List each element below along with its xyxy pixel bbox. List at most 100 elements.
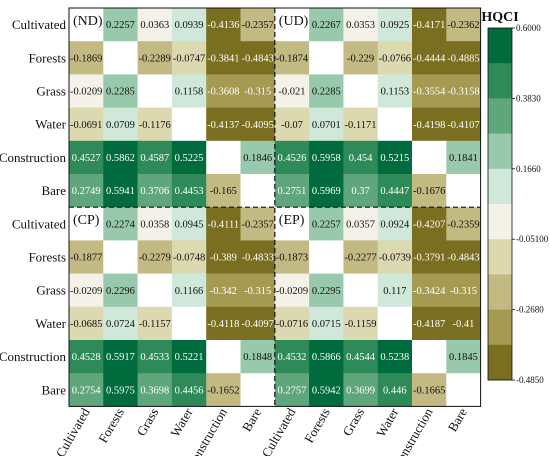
heatmap-cell (240, 207, 276, 241)
cell-value-label: -0.4095 (241, 120, 273, 131)
cell-value-label: -0.4843 (241, 53, 273, 64)
row-label: Water (35, 316, 66, 331)
panel-label: (CP) (73, 213, 100, 228)
heatmap-cell (377, 207, 413, 241)
cell-value-label: -0.3841 (207, 53, 239, 64)
colorbar-step (488, 63, 512, 99)
cell-value-label: -0.4833 (241, 253, 273, 264)
heatmap-cell (412, 240, 447, 274)
heatmap-cell (343, 41, 378, 75)
heatmap-cell (103, 340, 138, 374)
heatmap-cell (171, 174, 207, 208)
cell-value-label: 0.4526 (278, 153, 307, 164)
heatmap-cell (240, 107, 276, 142)
cell-value-label: 0.0939 (175, 20, 204, 31)
heatmap-cell (69, 240, 104, 274)
row-label: Construction (0, 150, 66, 165)
cell-value-label: 0.0353 (346, 20, 375, 31)
heatmap-cell (309, 174, 344, 208)
heatmap-cell (309, 306, 344, 341)
heatmap-cell (412, 174, 447, 208)
heatmap-cell (206, 107, 241, 142)
cell-value-label: 0.1845 (449, 352, 478, 363)
heatmap-cell-empty (171, 107, 207, 142)
heatmap-cell-empty (206, 140, 241, 175)
heatmap-cell (69, 107, 104, 142)
cell-value-label: 0.2267 (312, 20, 341, 31)
panel-dividers (69, 8, 481, 407)
heatmap-cell-empty (446, 373, 481, 407)
heatmap-cell-empty (377, 107, 413, 142)
row-label: Grass (36, 84, 66, 99)
cell-value-label: -0.0209 (70, 286, 102, 297)
heatmap-cell (309, 8, 344, 42)
cell-value-label: 0.0701 (312, 120, 341, 131)
heatmap-cell (274, 107, 310, 142)
column-label: Grass (339, 405, 367, 438)
column-label: Water (167, 405, 196, 440)
row-label: Cultivated (12, 17, 67, 32)
cell-value-label: -0.4097 (241, 319, 273, 330)
cell-value-label: -0.0716 (276, 319, 308, 330)
heatmap-cell-empty (137, 273, 173, 308)
cell-value-label: 0.0358 (140, 219, 169, 230)
colorbar-title: HQCI (481, 10, 518, 25)
cell-value-label: -0.4843 (447, 253, 479, 264)
heatmap-cell (137, 306, 173, 341)
cell-value-label: -0.1159 (345, 319, 377, 330)
colorbar-step (488, 98, 512, 134)
row-label: Water (35, 117, 66, 132)
column-label: Bare (445, 405, 470, 434)
cell-value-label: 0.4528 (72, 352, 101, 363)
row-label: Construction (0, 349, 66, 364)
heatmap-cell (240, 340, 276, 374)
heatmap-cell (137, 41, 173, 75)
heatmap-cell (377, 41, 413, 75)
heatmap-cell (69, 273, 104, 308)
heatmap-cell (446, 107, 481, 142)
cell-value-label: -0.1171 (345, 120, 377, 131)
heatmap-cell (137, 207, 173, 241)
cell-value-label: -0.3424 (413, 286, 446, 297)
heatmap-cell (206, 8, 241, 42)
cell-value-label: -0.4107 (447, 120, 479, 131)
cell-value-label: 0.3698 (140, 385, 169, 396)
heatmap-cells (69, 8, 481, 407)
cell-value-label: 0.0925 (380, 20, 409, 31)
heatmap-cell (171, 207, 207, 241)
heatmap-cell (103, 8, 138, 42)
colorbar-frame (487, 27, 513, 381)
row-label: Forests (28, 250, 66, 265)
heatmap-cell-empty (206, 340, 241, 374)
colorbar-step (488, 204, 512, 240)
heatmap-cell (343, 207, 378, 241)
cell-value-label: 0.1158 (175, 87, 204, 98)
heatmap-cell-empty (274, 207, 310, 241)
heatmap-cell-empty (69, 207, 104, 241)
row-label: Bare (41, 183, 66, 198)
colorbar-step (488, 28, 512, 64)
heatmap-cell (446, 74, 481, 108)
heatmap-cell (69, 140, 104, 175)
heatmap-cell (206, 74, 241, 108)
cell-value-label: -0.342 (210, 286, 237, 297)
heatmap-cell (240, 140, 276, 175)
heatmap-cell-empty (240, 174, 276, 208)
cell-value-label: -0.1676 (413, 186, 445, 197)
cell-value-label: -0.315 (450, 286, 477, 297)
cell-value-label: 0.5975 (106, 385, 135, 396)
heatmap-cell (274, 306, 310, 341)
cell-value-label: 0.2295 (312, 286, 341, 297)
heatmap-cell (377, 174, 413, 208)
cell-value-label: 0.4544 (346, 352, 376, 363)
column-label: Forests (301, 405, 333, 445)
heatmap-cell (103, 207, 138, 241)
heatmap-cell (343, 306, 378, 341)
heatmap-cell (446, 207, 481, 241)
heatmap-cell (412, 207, 447, 241)
column-label: Bare (239, 405, 264, 434)
cell-value-label: 0.4587 (140, 153, 169, 164)
heatmap-cell (103, 107, 138, 142)
heatmap-cell (377, 8, 413, 42)
